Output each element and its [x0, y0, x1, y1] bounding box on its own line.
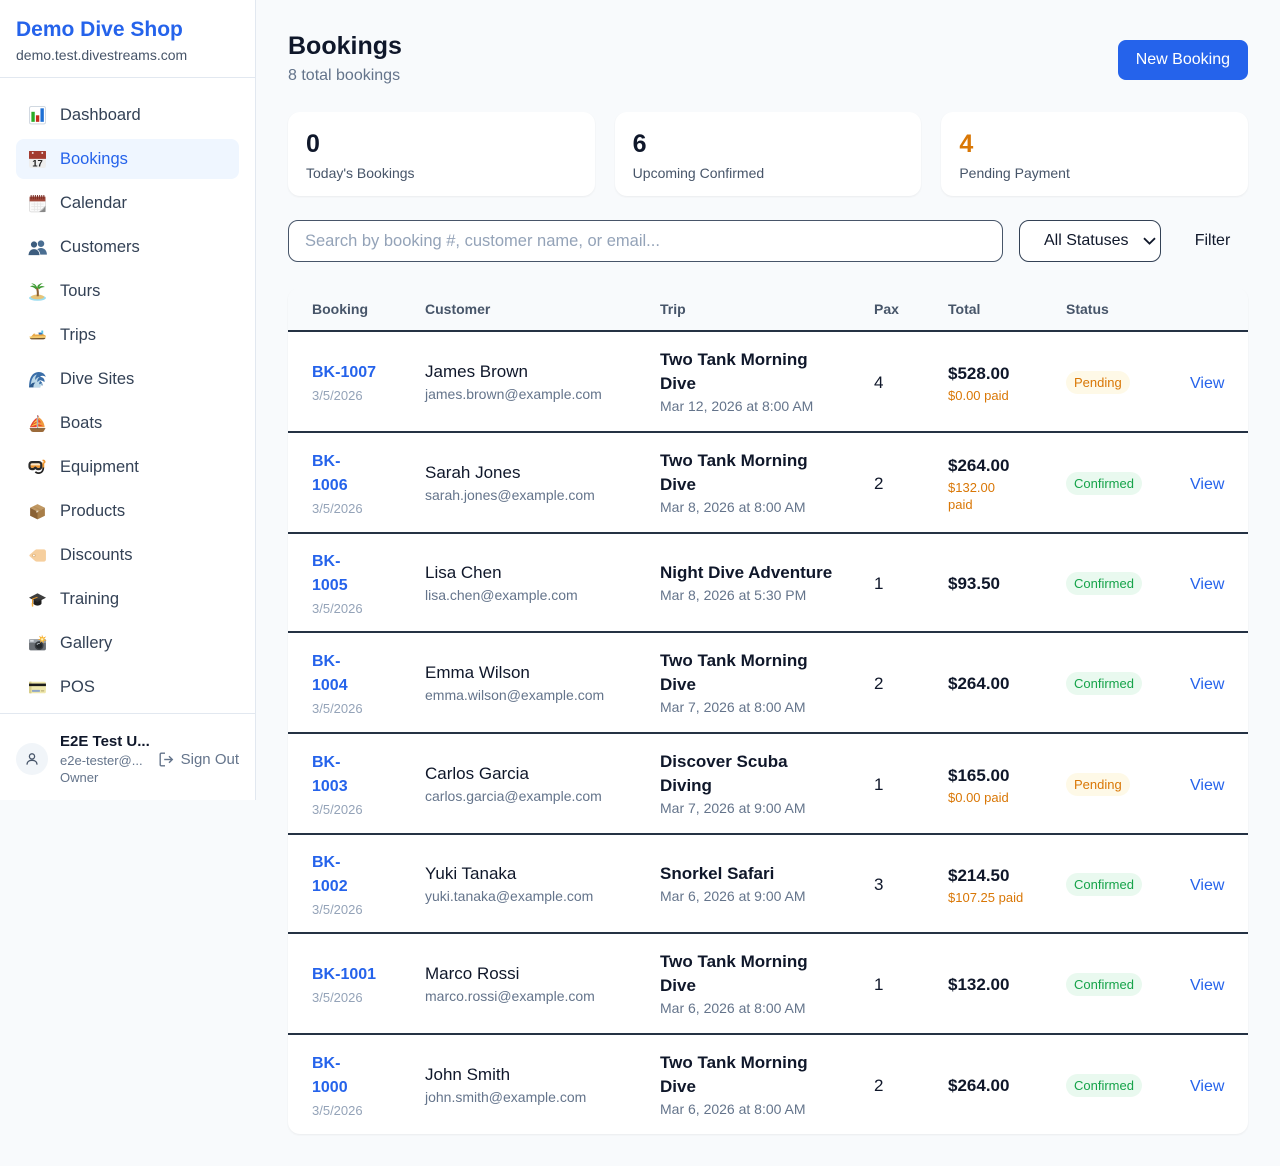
svg-text:17: 17: [32, 158, 43, 169]
